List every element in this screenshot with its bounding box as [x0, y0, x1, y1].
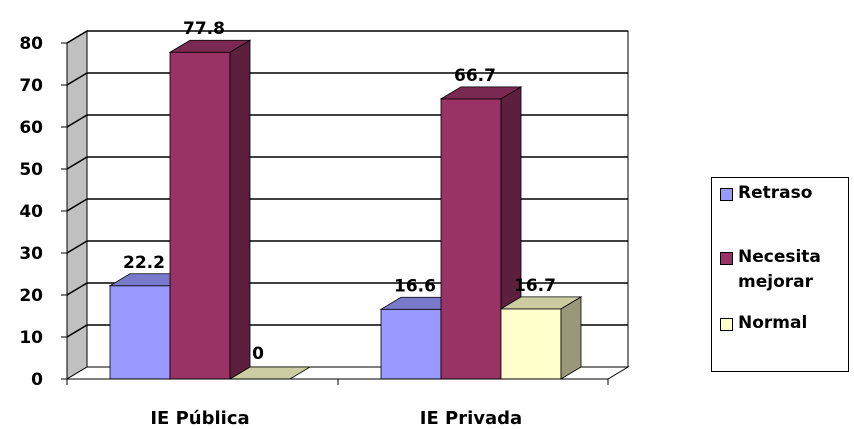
x-category-label-ie-p-blica: IE Pública — [150, 408, 249, 429]
bar-ie-privada-normal — [499, 296, 583, 380]
legend-swatch-necesita-mejorar — [720, 252, 733, 265]
data-label-ie-privada-retraso: 16.6 — [394, 276, 436, 296]
bar-front-ie-privada-normal — [500, 308, 562, 380]
data-labels: 22.2 77.8 0 16.6 66.7 16.7 — [123, 19, 556, 364]
x-category-labels: IE Pública IE Privada — [150, 408, 522, 429]
y-tick-label-0: 0 — [31, 370, 43, 390]
data-label-ie-p-blica-retraso: 22.2 — [123, 253, 165, 273]
axes — [61, 42, 609, 385]
data-label-ie-privada-necesita-mejorar: 66.7 — [454, 66, 496, 86]
gridline-80 — [66, 30, 628, 44]
legend-item-retraso: Retraso — [720, 181, 812, 206]
y-tick-label-30: 30 — [19, 244, 43, 264]
data-label-ie-p-blica-normal: 0 — [252, 344, 264, 364]
legend-label-normal: Normal — [738, 313, 808, 333]
y-tick-labels: 0 10 20 30 40 50 60 70 80 — [19, 34, 43, 390]
legend-item-normal: Normal — [720, 311, 807, 336]
legend-swatch-retraso — [720, 188, 733, 201]
legend: Retraso Necesita mejorar Normal — [711, 177, 849, 372]
x-category-label-ie-privada: IE Privada — [420, 408, 522, 429]
bars — [108, 39, 583, 380]
y-tick-label-60: 60 — [19, 118, 43, 138]
bar-ie-privada-necesita-mejorar — [439, 86, 523, 380]
bar-front-ie-privada-necesita-mejorar — [440, 98, 502, 380]
bar-top-ie-privada-necesita-mejorar — [439, 86, 523, 100]
y-tick-label-80: 80 — [19, 34, 43, 54]
bar-front-ie-p-blica-necesita-mejorar — [169, 51, 231, 380]
y-tick-label-10: 10 — [19, 328, 43, 348]
y-tick-label-70: 70 — [19, 76, 43, 96]
y-tick-label-40: 40 — [19, 202, 43, 222]
bar-ie-p-blica-necesita-mejorar — [168, 39, 252, 380]
legend-label-necesita-mejorar: Necesita mejorar — [738, 245, 821, 295]
bar-top-ie-p-blica-necesita-mejorar — [168, 39, 252, 53]
legend-label-line-1: Necesita — [738, 247, 821, 267]
legend-item-necesita-mejorar: Necesita mejorar — [720, 245, 821, 295]
data-label-ie-p-blica-necesita-mejorar: 77.8 — [183, 19, 225, 39]
y-tick-label-20: 20 — [19, 286, 43, 306]
bar-side-ie-privada-normal — [560, 296, 582, 380]
legend-label-line-2: mejorar — [738, 272, 813, 292]
y-tick-label-50: 50 — [19, 160, 43, 180]
data-label-ie-privada-normal: 16.7 — [514, 276, 556, 296]
bar-top-ie-privada-normal — [499, 296, 583, 310]
bar-front-ie-privada-retraso — [380, 308, 442, 380]
legend-swatch-normal — [720, 318, 733, 331]
bar-side-ie-p-blica-necesita-mejorar — [229, 39, 251, 380]
legend-label-retraso: Retraso — [738, 183, 813, 203]
bar-front-ie-p-blica-retraso — [109, 285, 171, 380]
gridline-70 — [66, 72, 628, 86]
